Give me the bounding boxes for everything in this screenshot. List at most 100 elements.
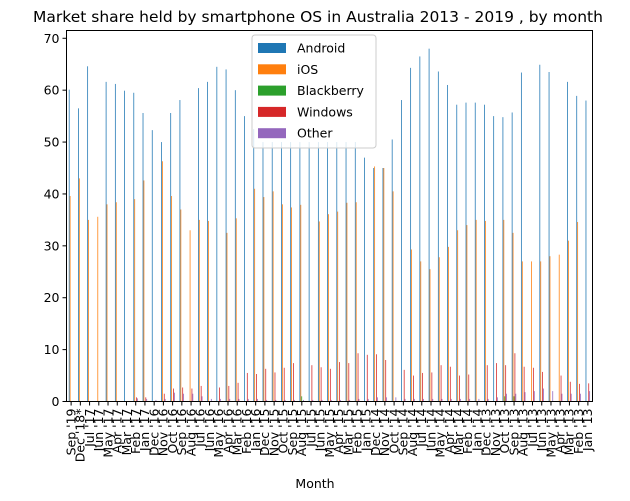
x-tick-label: Sep '15: [285, 409, 300, 456]
bar-android-18: [234, 90, 236, 402]
x-tick-label: Apr '16: [220, 408, 235, 453]
x-tick-label: Jun '16: [202, 408, 217, 452]
bar-windows-18: [237, 382, 239, 402]
bar-other-16: [220, 398, 221, 402]
bar-android-42: [456, 104, 458, 402]
bar-windows-20: [256, 374, 257, 402]
bar-android-21: [262, 142, 264, 402]
x-tick-label: Dec '14: [368, 408, 383, 456]
bar-ios-40: [438, 257, 440, 402]
bar-ios-53: [558, 254, 560, 402]
bar-other-18: [238, 398, 240, 402]
x-tick-label: Dec '13: [479, 409, 494, 457]
bar-android-16: [216, 66, 218, 402]
bar-ios-27: [318, 221, 320, 402]
bar-android-30: [345, 142, 347, 402]
bar-other-31: [358, 398, 360, 402]
x-tick-label: Oct '13: [497, 409, 512, 454]
bar-other-23: [284, 399, 286, 402]
bar-ios-33: [374, 166, 376, 402]
bar-other-36: [404, 398, 406, 402]
bar-ios-29: [337, 211, 339, 402]
bar-windows-47: [505, 365, 507, 402]
bar-other-28: [330, 399, 332, 402]
bar-ios-42: [457, 230, 459, 402]
x-tick-label: Jan '14: [469, 408, 484, 452]
y-tick-label: 0: [52, 394, 60, 409]
bar-other-20: [257, 398, 258, 402]
bar-other-29: [340, 399, 341, 402]
bar-ios-41: [448, 246, 449, 402]
bar-windows-49: [523, 366, 525, 402]
bar-android-12: [179, 100, 181, 402]
x-tick-label: Jul '17: [82, 409, 97, 448]
bar-windows-34: [385, 359, 387, 402]
bar-other-26: [312, 399, 314, 402]
bar-other-46: [496, 397, 498, 402]
x-tick-label: Sep '16: [174, 408, 189, 455]
bar-android-22: [271, 142, 273, 402]
bar-android-40: [437, 71, 439, 402]
bar-other-41: [450, 398, 452, 402]
bar-windows-10: [163, 393, 165, 402]
bar-android-14: [198, 88, 199, 402]
bar-android-35: [391, 139, 393, 402]
bar-android-8: [142, 113, 144, 402]
y-tick-label: 30: [44, 238, 60, 253]
bar-other-53: [561, 393, 563, 402]
bar-other-38: [423, 398, 424, 402]
bar-other-21: [266, 399, 268, 402]
chart-title: Market share held by smartphone OS in Au…: [33, 8, 603, 26]
bar-ios-45: [484, 220, 486, 402]
bar-windows-45: [486, 365, 488, 402]
y-tick-label: 10: [44, 342, 60, 357]
bar-other-56: [589, 391, 591, 402]
bar-windows-42: [459, 375, 460, 402]
bar-windows-37: [413, 375, 414, 402]
x-tick-label: Feb '13: [571, 409, 586, 454]
x-tick-label: Jan '17: [137, 409, 152, 453]
bar-other-49: [524, 392, 526, 402]
bar-windows-40: [440, 365, 442, 402]
bar-other-55: [580, 393, 581, 402]
bar-android-17: [225, 69, 227, 402]
bar-other-30: [349, 399, 351, 402]
bar-android-31: [354, 142, 356, 402]
bar-ios-3: [97, 216, 99, 402]
bar-windows-22: [274, 372, 276, 402]
bar-other-9: [155, 399, 157, 402]
bar-android-2: [87, 66, 89, 402]
bar-windows-16: [219, 387, 220, 402]
bar-ios-17: [226, 232, 228, 402]
bar-windows-8: [145, 397, 147, 402]
legend: Android iOS Blackberry Windows Other: [251, 34, 377, 149]
bar-ios-39: [429, 269, 431, 402]
x-tick-label: Jul '15: [303, 409, 318, 448]
bar-ios-10: [162, 161, 163, 402]
x-tick-label: Jul '13: [525, 409, 540, 448]
bar-ios-2: [88, 219, 89, 402]
bar-other-54: [570, 393, 572, 402]
bar-windows-32: [366, 354, 368, 402]
bar-other-10: [164, 398, 166, 402]
bar-other-11: [174, 392, 175, 402]
bar-ios-30: [346, 202, 348, 402]
bar-other-45: [487, 398, 489, 402]
bar-android-26: [308, 142, 310, 402]
bar-ios-43: [466, 225, 468, 402]
x-tick-label: Jul '16: [193, 408, 208, 447]
bar-other-39: [432, 398, 434, 402]
bar-windows-30: [348, 363, 350, 402]
legend-swatch-android: [258, 43, 286, 53]
bar-android-48: [511, 112, 513, 402]
bar-other-25: [303, 399, 304, 402]
bar-windows-7: [136, 397, 137, 402]
bar-windows-51: [542, 371, 543, 402]
bar-android-47: [502, 117, 504, 402]
y-tick-label: 60: [44, 83, 60, 98]
bar-ios-13: [189, 230, 191, 402]
bar-other-48: [515, 393, 517, 402]
x-tick-label: Sep '19: [63, 408, 78, 455]
bar-android-46: [493, 116, 495, 402]
bar-android-4: [105, 81, 107, 402]
